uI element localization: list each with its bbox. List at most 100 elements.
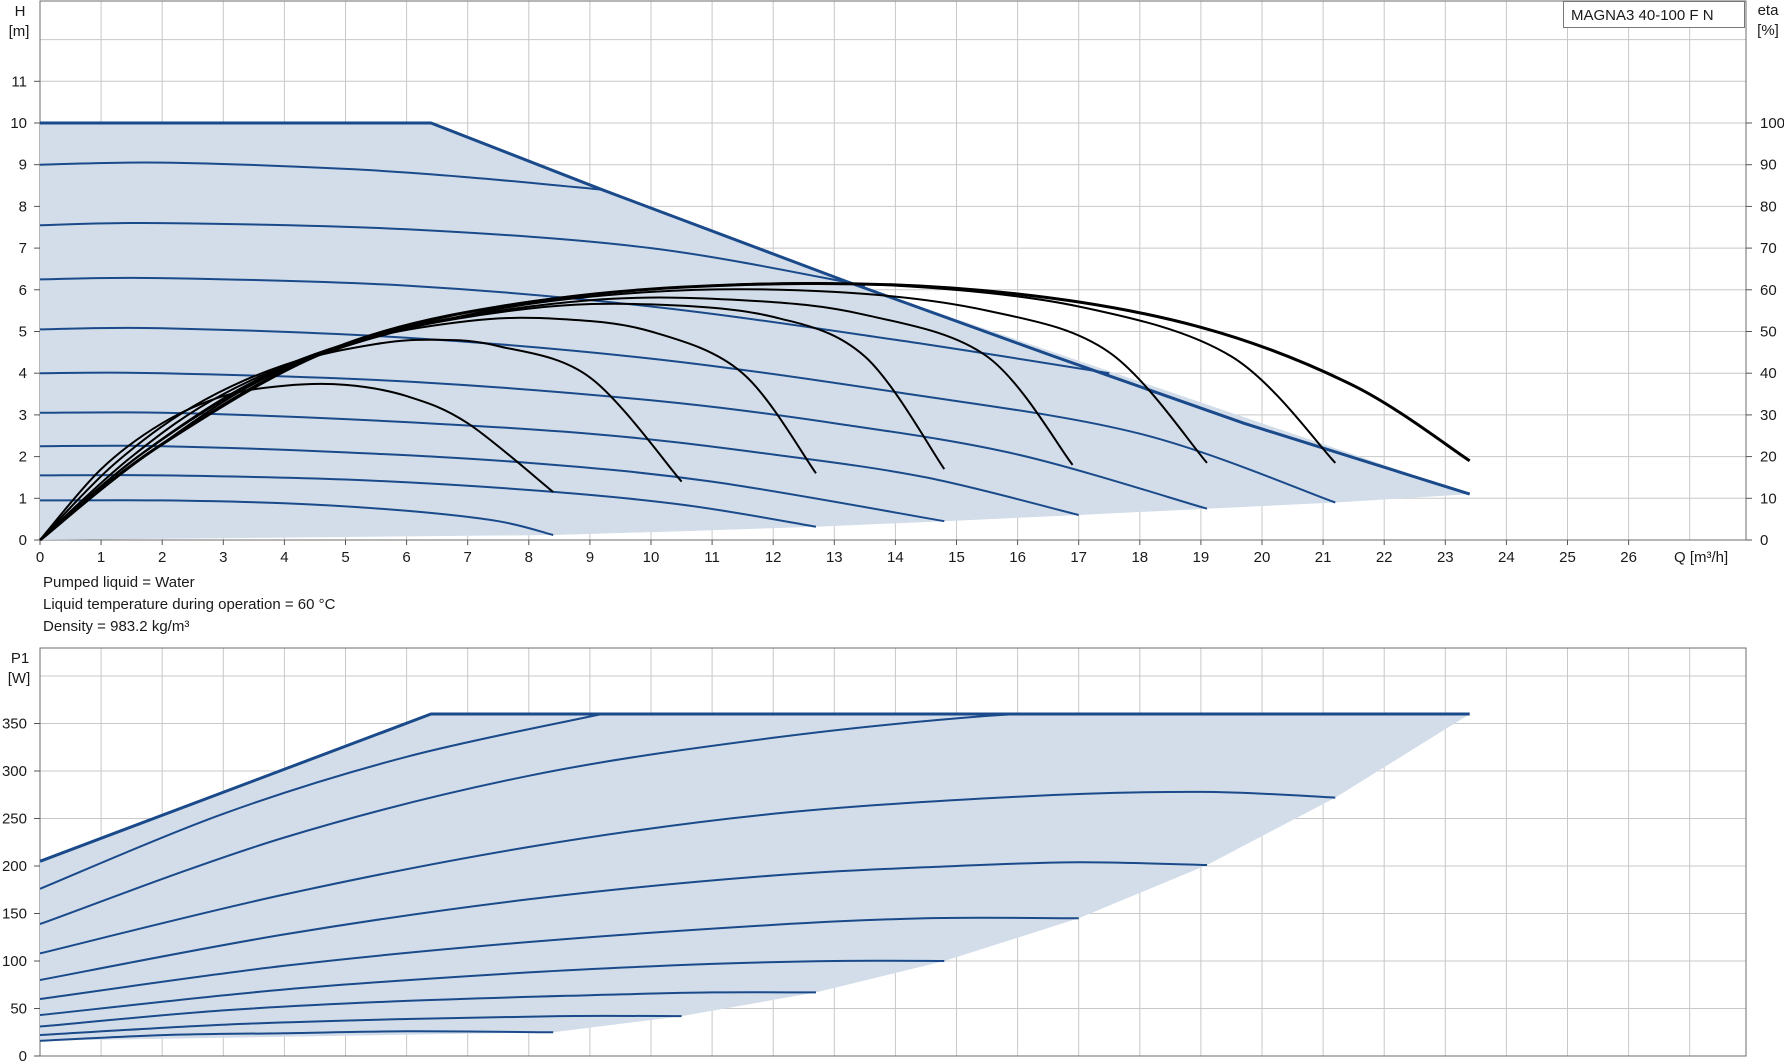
y-tick-label: 4 xyxy=(19,365,27,382)
y-tick-label: 300 xyxy=(2,763,27,780)
power-curve-9 xyxy=(39,1030,554,1042)
y2-axis-label: eta xyxy=(1758,2,1780,19)
x-tick-label: 1 xyxy=(97,549,105,566)
y-tick-label: 200 xyxy=(2,858,27,875)
power-curve-5 xyxy=(39,916,1079,1000)
power-curve-4 xyxy=(39,861,1208,981)
x-tick-label: 22 xyxy=(1376,549,1393,566)
y-tick-label: 5 xyxy=(19,324,27,341)
liquid-info-density: Density = 983.2 kg/m³ xyxy=(43,618,190,635)
x-tick-label: 16 xyxy=(1009,549,1026,566)
y-tick-label: 100 xyxy=(2,953,27,970)
y-tick-label: 50 xyxy=(10,1001,27,1018)
x-tick-label: 12 xyxy=(765,549,782,566)
x-tick-label: 2 xyxy=(158,549,166,566)
liquid-info-temperature: Liquid temperature during operation = 60… xyxy=(43,596,336,613)
efficiency-curve-6 xyxy=(39,288,1208,541)
x-tick-label: 0 xyxy=(36,549,44,566)
x-tick-label: 21 xyxy=(1315,549,1332,566)
y-axis-label: P1 xyxy=(11,650,29,667)
power-curve-2 xyxy=(39,712,1079,925)
head-curve-2 xyxy=(39,221,866,287)
y-tick-label: 8 xyxy=(19,198,27,215)
y-tick-label: 1 xyxy=(19,490,27,507)
head-curve-1 xyxy=(39,161,603,191)
pump-model-label: MAGNA3 40-100 F N xyxy=(1563,1,1745,28)
plot-frame xyxy=(39,647,1747,1057)
y2-tick-label: 10 xyxy=(1760,490,1777,507)
x-tick-label: 11 xyxy=(704,549,720,566)
head-curve-9 xyxy=(39,499,554,536)
x-tick-label: 23 xyxy=(1437,549,1454,566)
y-tick-label: 150 xyxy=(2,906,27,923)
x-tick-label: 13 xyxy=(826,549,843,566)
y2-tick-label: 100 xyxy=(1760,115,1784,132)
y2-axis-unit: [%] xyxy=(1757,22,1779,39)
x-tick-label: 25 xyxy=(1559,549,1576,566)
x-tick-label: 15 xyxy=(948,549,965,566)
y-axis-unit: [W] xyxy=(8,670,31,687)
power-curve-3 xyxy=(39,790,1336,955)
y2-tick-label: 70 xyxy=(1760,240,1777,257)
y2-tick-label: 50 xyxy=(1760,324,1777,341)
efficiency-curve-5 xyxy=(39,296,1074,541)
liquid-info: Pumped liquid = Water Liquid temperature… xyxy=(43,572,335,638)
x-tick-label: 18 xyxy=(1131,549,1148,566)
operating-range-area xyxy=(40,123,1470,540)
power-curve-6 xyxy=(39,959,945,1017)
y-axis-label: H xyxy=(15,3,26,20)
x-tick-label: 19 xyxy=(1193,549,1210,566)
y2-tick-label: 80 xyxy=(1760,198,1777,215)
y2-tick-label: 30 xyxy=(1760,407,1777,424)
head-curve-7 xyxy=(39,444,945,523)
x-tick-label: 4 xyxy=(280,549,288,566)
power-curve-1 xyxy=(39,713,603,890)
x-tick-label: 26 xyxy=(1620,549,1637,566)
head-curve-3 xyxy=(39,276,1110,375)
y-tick-label: 3 xyxy=(19,407,27,424)
head-curve-8 xyxy=(39,474,817,528)
y-tick-label: 6 xyxy=(19,282,27,299)
efficiency-curve-1 xyxy=(39,382,554,541)
y-tick-label: 7 xyxy=(19,240,27,257)
power-curve-7 xyxy=(39,991,817,1028)
x-tick-label: 10 xyxy=(643,549,660,566)
x-tick-label: 7 xyxy=(464,549,472,566)
x-tick-label: 3 xyxy=(219,549,227,566)
power-panel: 0 50 100 150 200 250 300 350 P1 [W] xyxy=(2,647,1747,1061)
max-power-curve xyxy=(39,712,1470,863)
liquid-info-pumped-liquid: Pumped liquid = Water xyxy=(43,574,195,591)
y2-tick-label: 40 xyxy=(1760,365,1777,382)
head-curve-5 xyxy=(39,371,1208,510)
y2-tick-label: 90 xyxy=(1760,157,1777,174)
efficiency-curve-8 xyxy=(39,281,1471,542)
x-tick-label: 8 xyxy=(525,549,533,566)
y-axis-unit: [m] xyxy=(9,23,30,40)
y-tick-label: 0 xyxy=(19,532,27,549)
x-tick-label: 24 xyxy=(1498,549,1515,566)
y2-tick-label: 0 xyxy=(1760,532,1768,549)
x-tick-label: 14 xyxy=(887,549,904,566)
x-tick-label: 20 xyxy=(1254,549,1271,566)
y-tick-label: 350 xyxy=(2,716,27,733)
y-tick-label: 11 xyxy=(11,73,27,90)
max-head-curve xyxy=(40,121,1471,496)
y-tick-label: 0 xyxy=(19,1048,27,1061)
x-tick-label: 17 xyxy=(1070,549,1087,566)
efficiency-curve-2 xyxy=(39,338,683,541)
y2-tick-label: 20 xyxy=(1760,449,1777,466)
y-tick-label: 10 xyxy=(10,115,27,132)
x-tick-label: 6 xyxy=(402,549,410,566)
y-tick-label: 9 xyxy=(19,157,27,174)
x-tick-label: 9 xyxy=(586,549,594,566)
head-curve-6 xyxy=(39,411,1079,516)
efficiency-curve-3 xyxy=(39,316,817,541)
head-curve-4 xyxy=(39,326,1336,504)
power-curve-8 xyxy=(39,1014,682,1037)
x-tick-label: 5 xyxy=(341,549,349,566)
y-tick-label: 250 xyxy=(2,811,27,828)
y2-tick-label: 60 xyxy=(1760,282,1777,299)
y-tick-label: 2 xyxy=(19,449,27,466)
